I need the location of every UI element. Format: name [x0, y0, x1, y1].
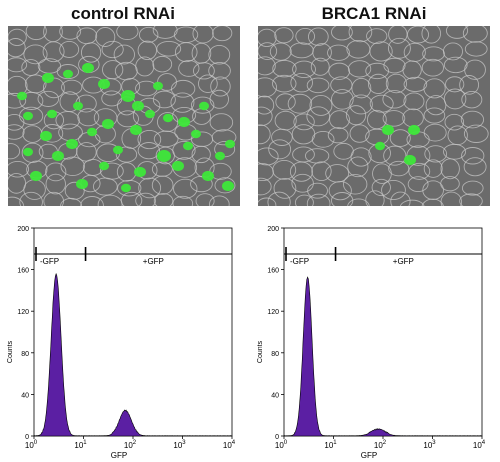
y-axis-label: Counts	[257, 340, 264, 363]
x-tick-label: 101	[74, 440, 87, 450]
gfp-nucleus	[215, 151, 225, 161]
x-tick-label: 103	[423, 440, 436, 450]
gfp-nucleus	[225, 139, 235, 149]
y-tick-label: 200	[17, 226, 29, 233]
gfp-nucleus	[82, 62, 94, 74]
y-tick-label: 80	[21, 351, 29, 358]
micrograph-control	[8, 26, 240, 206]
gate-label-positive: +GFP	[143, 257, 164, 266]
gfp-nucleus	[73, 101, 83, 111]
gfp-nucleus	[113, 145, 123, 155]
plot-frame	[283, 227, 483, 437]
y-tick-label: 40	[271, 392, 279, 399]
gfp-nucleus	[163, 113, 173, 123]
cell-outlines	[258, 26, 489, 206]
y-tick-label: 160	[267, 268, 279, 275]
gfp-nucleus	[87, 127, 97, 137]
histogram-distribution	[283, 276, 483, 437]
histogram-distribution	[33, 272, 233, 437]
y-tick-label: 40	[21, 392, 29, 399]
gfp-nucleus	[375, 141, 385, 151]
gfp-nucleus	[40, 130, 52, 142]
gfp-nucleus	[183, 141, 193, 151]
gfp-nucleus	[17, 91, 27, 101]
gfp-nucleus	[63, 69, 73, 79]
gfp-nucleus	[42, 72, 54, 84]
gfp-nuclei	[17, 62, 235, 193]
gfp-nuclei	[375, 124, 420, 166]
micrograph-brca1	[258, 26, 490, 206]
y-tick-label: 0	[25, 434, 29, 441]
gfp-nucleus	[23, 147, 33, 157]
gfp-nucleus	[76, 178, 88, 190]
histogram-brca1: -GFP +GFP 0 40 80 120 160 200 100 101 102 103 104 GFP…	[257, 226, 486, 460]
x-axis-label: GFP	[111, 451, 127, 460]
x-axis-label: GFP	[361, 451, 377, 460]
gfp-nucleus	[52, 150, 64, 162]
y-tick-label: 160	[17, 268, 29, 275]
histogram-control: -GFP +GFP 0 40 80 120 160 200 100 101 102 103 104 GFP…	[7, 226, 236, 460]
gfp-nucleus	[102, 118, 114, 130]
x-tick-label: 100	[275, 440, 288, 450]
y-tick-label: 0	[275, 434, 279, 441]
gfp-nucleus	[134, 166, 146, 178]
gate-label-negative: -GFP	[40, 257, 59, 266]
gfp-nucleus	[157, 150, 171, 162]
gfp-nucleus	[98, 78, 110, 90]
x-tick-label: 103	[173, 440, 186, 450]
gfp-nucleus	[222, 180, 234, 192]
x-tick-label: 104	[473, 440, 486, 450]
gate-label-positive: +GFP	[393, 257, 414, 266]
gfp-nucleus	[172, 160, 184, 172]
gfp-nucleus	[121, 183, 131, 193]
gfp-nucleus	[191, 129, 201, 139]
x-tick-label: 102	[124, 440, 137, 450]
plot-frame	[33, 227, 233, 437]
panel-title-control: control RNAi	[71, 4, 175, 23]
y-tick-label: 80	[271, 351, 279, 358]
y-tick-label: 200	[267, 226, 279, 233]
gfp-nucleus	[99, 161, 109, 171]
gfp-nucleus	[130, 124, 142, 136]
gfp-nucleus	[153, 81, 163, 91]
gfp-nucleus	[66, 138, 78, 150]
gfp-nucleus	[199, 101, 209, 111]
gfp-nucleus	[23, 111, 33, 121]
gfp-nucleus	[178, 116, 190, 128]
x-tick-label: 102	[374, 440, 387, 450]
panel-title-brca1: BRCA1 RNAi	[321, 4, 427, 23]
gfp-nucleus	[202, 170, 214, 182]
y-axis-label: Counts	[7, 340, 14, 363]
gfp-nucleus	[404, 154, 416, 166]
y-tick-label: 120	[17, 309, 29, 316]
gfp-nucleus	[121, 90, 135, 102]
gfp-nucleus	[382, 124, 394, 136]
y-tick-label: 120	[267, 309, 279, 316]
x-tick-label: 100	[25, 440, 38, 450]
gfp-nucleus	[145, 109, 155, 119]
gate-label-negative: -GFP	[290, 257, 309, 266]
x-tick-label: 104	[223, 440, 236, 450]
gfp-nucleus	[47, 109, 57, 119]
gfp-nucleus	[30, 170, 42, 182]
x-tick-label: 101	[324, 440, 337, 450]
gfp-nucleus	[132, 100, 144, 112]
gfp-nucleus	[408, 124, 420, 136]
